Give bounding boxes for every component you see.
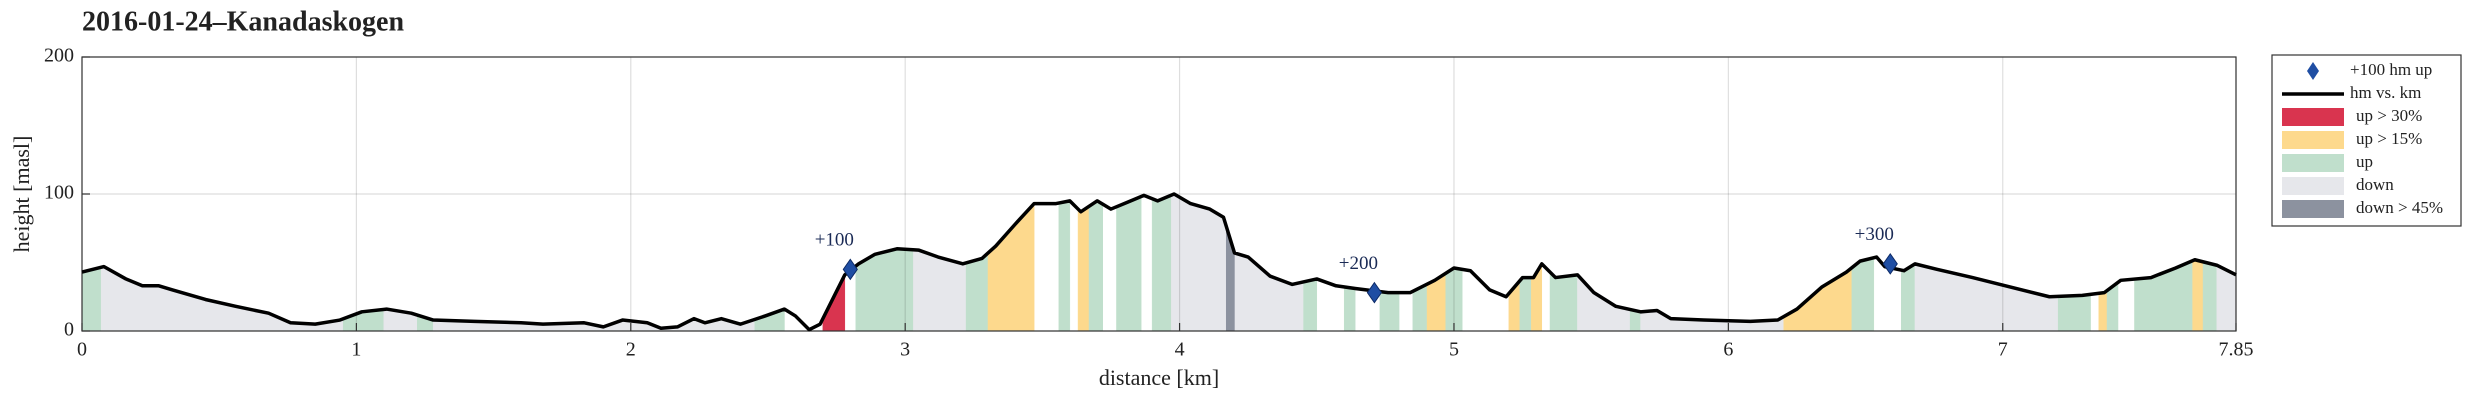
band <box>1914 263 2058 332</box>
marker-label: +100 <box>815 230 854 251</box>
marker-label: +300 <box>1855 224 1894 245</box>
band <box>1343 286 1356 332</box>
band <box>1151 194 1172 332</box>
band <box>1088 200 1103 332</box>
band <box>100 266 343 332</box>
band <box>965 252 988 332</box>
band <box>81 266 102 332</box>
marker <box>1366 281 1383 304</box>
legend: +100 hm up hm vs. km up > 30% up > 15% up dow… <box>2282 60 2443 218</box>
y-tick-label: 200 <box>44 45 74 67</box>
legend-swatch <box>2282 108 2344 126</box>
profile-line <box>81 192 2237 332</box>
y-axis-label: height [masl] <box>9 136 34 253</box>
band <box>1077 205 1090 332</box>
bands <box>81 193 2237 332</box>
legend-marker <box>2307 62 2319 80</box>
band <box>2191 259 2204 332</box>
band <box>1234 252 1304 332</box>
x-tick-label: 3 <box>900 339 910 361</box>
legend-swatch <box>2282 131 2344 149</box>
legend-label: up <box>2356 152 2373 171</box>
legend-swatch <box>2282 200 2344 218</box>
band <box>1783 267 1853 332</box>
x-tick-label: 7 <box>1998 339 2008 361</box>
legend-swatch <box>2282 154 2344 172</box>
band <box>1058 200 1071 332</box>
x-tick-label: 1 <box>351 339 361 361</box>
legend-label: +100 hm up <box>2350 60 2432 79</box>
legend-label: hm vs. km <box>2350 83 2421 102</box>
marker <box>1882 252 1898 275</box>
legend-label: down > 45% <box>2356 198 2443 217</box>
x-tick-label: 2 <box>626 339 636 361</box>
legend-label: down <box>2356 175 2394 194</box>
band <box>1851 257 1875 332</box>
band <box>2202 261 2218 332</box>
band <box>1116 196 1142 332</box>
plot-frame <box>81 56 2237 332</box>
band <box>987 202 1035 332</box>
x-tick-label: 0 <box>77 339 87 361</box>
band <box>1379 291 1400 332</box>
band <box>1549 271 1578 332</box>
band <box>1302 278 1318 332</box>
legend-label: up > 15% <box>2356 129 2422 148</box>
y-tick-label: 0 <box>64 319 74 341</box>
band <box>1900 263 1916 332</box>
x-tick-label: 4 <box>1175 339 1185 361</box>
plot-content: +100 +200 +300 <box>81 192 2237 332</box>
x-axis-label: distance [km] <box>1099 365 1219 390</box>
band <box>1519 277 1532 332</box>
y-tick-label: 100 <box>44 182 74 204</box>
legend-swatch <box>2282 177 2344 195</box>
marker-label: +200 <box>1339 253 1378 274</box>
band <box>2057 294 2091 332</box>
grid: 0 1 2 3 4 5 6 7 7.85 0 100 200 <box>44 45 2254 361</box>
legend-label: up > 30% <box>2356 106 2422 125</box>
x-tick-label: 7.85 <box>2219 339 2254 361</box>
x-tick-label: 5 <box>1449 339 1459 361</box>
marker <box>842 258 858 281</box>
x-tick-label: 6 <box>1723 339 1733 361</box>
band <box>2098 290 2108 332</box>
chart-title: 2016-01-24–Kanadaskogen <box>82 6 404 37</box>
legend-box <box>2271 54 2462 227</box>
